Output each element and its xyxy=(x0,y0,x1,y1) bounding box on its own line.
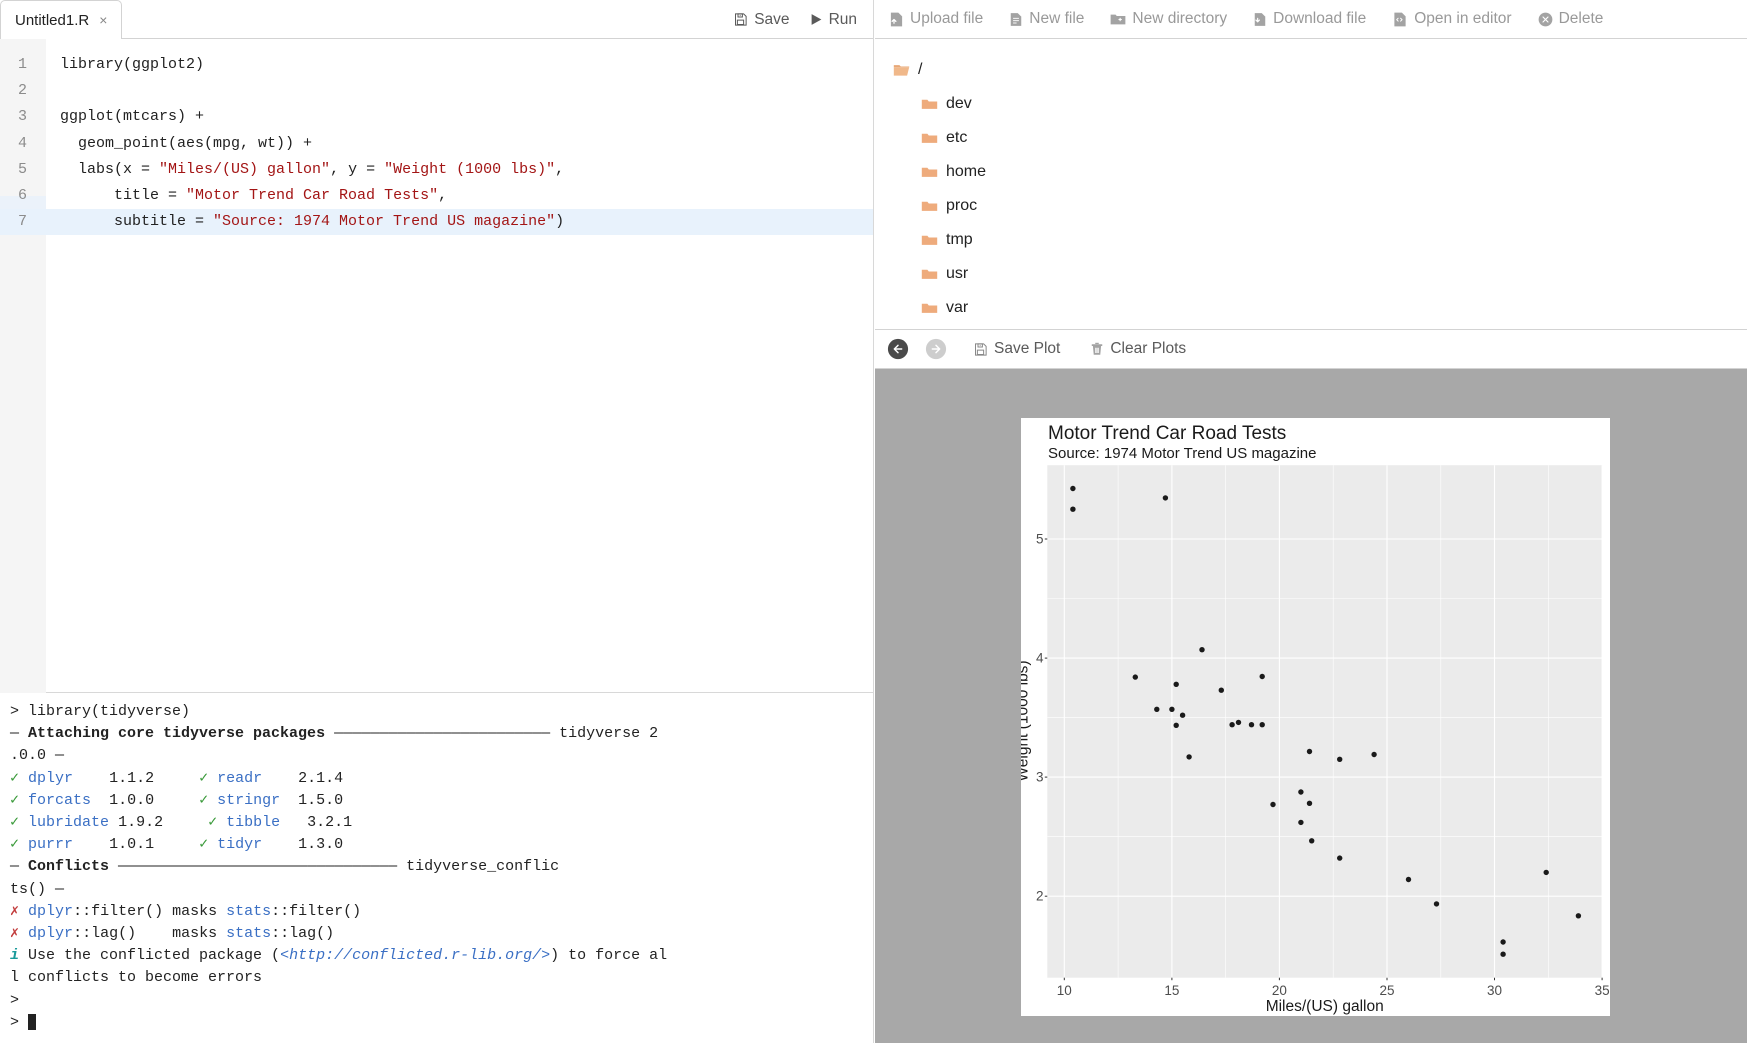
svg-text:20: 20 xyxy=(1272,983,1287,998)
svg-text:25: 25 xyxy=(1379,983,1394,998)
svg-text:Miles/(US) gallon: Miles/(US) gallon xyxy=(1266,998,1384,1015)
svg-text:Motor Trend Car Road Tests: Motor Trend Car Road Tests xyxy=(1048,423,1286,444)
svg-text:15: 15 xyxy=(1164,983,1179,998)
svg-text:5: 5 xyxy=(1036,532,1044,547)
svg-text:10: 10 xyxy=(1057,983,1072,998)
svg-text:35: 35 xyxy=(1595,983,1610,998)
svg-text:30: 30 xyxy=(1487,983,1502,998)
svg-text:2: 2 xyxy=(1036,889,1044,904)
svg-text:Source: 1974 Motor Trend US ma: Source: 1974 Motor Trend US magazine xyxy=(1048,445,1316,462)
svg-text:Weight (1000 lbs): Weight (1000 lbs) xyxy=(1021,660,1032,781)
svg-text:3: 3 xyxy=(1036,770,1044,785)
svg-text:4: 4 xyxy=(1036,651,1044,666)
